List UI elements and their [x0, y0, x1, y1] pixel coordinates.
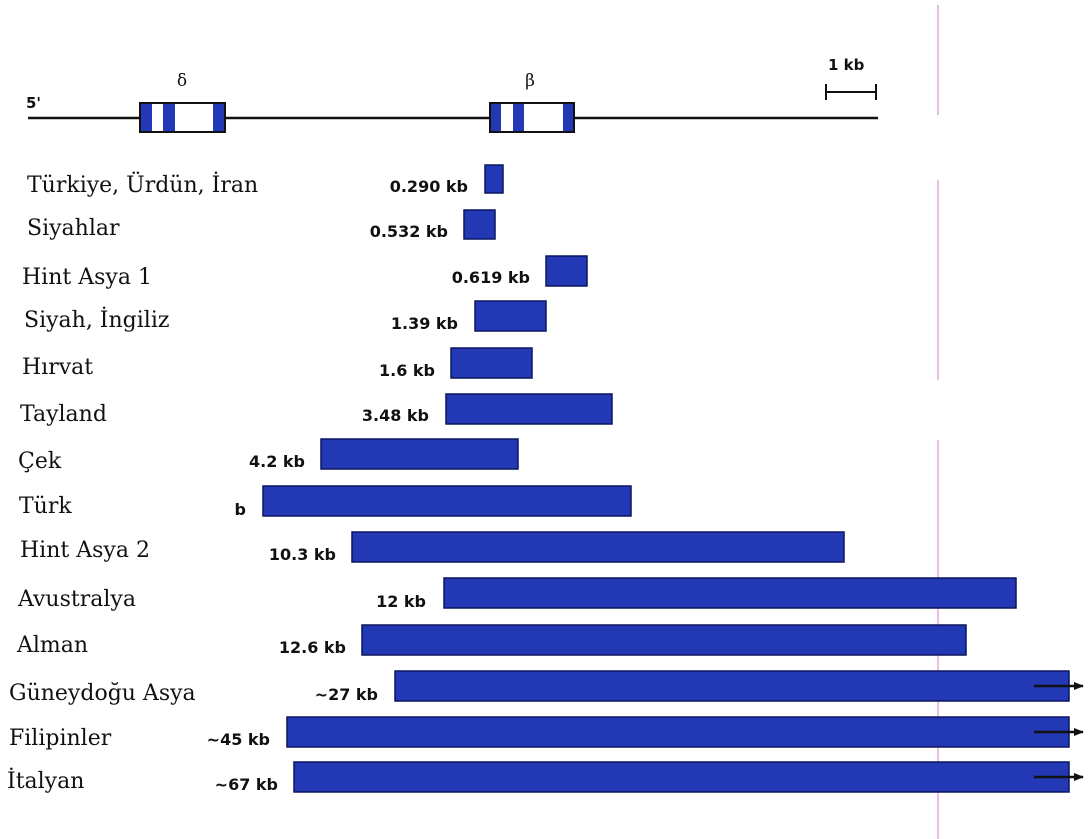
deletion-row: Filipinler ~45 kb	[9, 716, 1084, 751]
population-label: Avustralya	[17, 587, 136, 612]
population-label: Filipinler	[9, 726, 112, 751]
deletion-size-label: ~45 kb	[207, 730, 270, 749]
deletion-size-label: 1.39 kb	[391, 314, 458, 333]
deletion-row: İtalyan ~67 kb	[7, 761, 1084, 794]
population-label: Alman	[16, 633, 88, 658]
deletion-row: Siyah, İngiliz 1.39 kb	[24, 300, 547, 333]
beta-exon-1	[491, 104, 501, 131]
deletion-row: Türk b	[19, 485, 632, 519]
deletion-size-label: ~27 kb	[315, 685, 378, 704]
delta-exon-2	[163, 104, 175, 131]
deletion-bar	[445, 393, 613, 425]
population-label: Hırvat	[22, 355, 93, 380]
delta-exon-3	[213, 104, 224, 131]
gene-map: 5' δ β 1 kb	[26, 56, 878, 133]
deletion-row: Çek 4.2 kb	[18, 438, 519, 474]
deletion-bar	[463, 209, 496, 240]
population-label: İtalyan	[7, 767, 84, 794]
scale-bar: 1 kb	[825, 56, 877, 100]
deletions: Türkiye, Ürdün, İran 0.290 kb Siyahlar 0…	[7, 164, 1084, 794]
deletion-row: Siyahlar 0.532 kb	[27, 209, 496, 241]
deletion-row: Türkiye, Ürdün, İran 0.290 kb	[27, 164, 504, 198]
delta-gene-box	[139, 102, 226, 133]
population-label: Çek	[18, 449, 62, 474]
deletion-bar	[394, 670, 1070, 702]
deletion-bar	[474, 300, 547, 332]
population-label: Güneydoğu Asya	[9, 681, 196, 706]
beta-gene-box	[489, 102, 575, 133]
population-label: Hint Asya 2	[20, 538, 150, 563]
beta-exon-3	[563, 104, 573, 131]
deletion-size-label: 12.6 kb	[279, 638, 346, 657]
population-label: Türkiye, Ürdün, İran	[27, 171, 258, 198]
deletion-size-label: 0.532 kb	[370, 222, 448, 241]
deletion-bar	[262, 485, 632, 517]
deletion-bar	[450, 347, 533, 379]
deletion-bar	[286, 716, 1070, 748]
deletion-row: Tayland 3.48 kb	[20, 393, 613, 427]
population-label: Siyah, İngiliz	[24, 306, 169, 333]
population-label: Tayland	[20, 402, 107, 427]
beta-exon-2	[513, 104, 524, 131]
deletion-row: Hint Asya 1 0.619 kb	[22, 255, 588, 290]
deletion-size-label: 0.619 kb	[452, 268, 530, 287]
deletion-row: Alman 12.6 kb	[16, 624, 967, 658]
scale-bar-label: 1 kb	[828, 56, 865, 74]
delta-gene-label: δ	[177, 71, 187, 91]
deletion-size-label: 1.6 kb	[379, 361, 435, 380]
deletion-size-label: 10.3 kb	[269, 545, 336, 564]
beta-gene-label: β	[525, 71, 535, 91]
delta-exon-1	[141, 104, 152, 131]
deletion-size-label: 0.290 kb	[390, 177, 468, 196]
deletion-bar	[484, 164, 504, 194]
population-label: Siyahlar	[27, 216, 120, 241]
deletion-size-label: b	[235, 500, 246, 519]
beta-gene: β	[489, 71, 575, 133]
deletion-size-label: 12 kb	[376, 592, 426, 611]
deletion-row: Hint Asya 2 10.3 kb	[20, 531, 845, 564]
deletion-size-label: 3.48 kb	[362, 406, 429, 425]
deletion-bar	[361, 624, 967, 656]
deletion-size-label: 4.2 kb	[249, 452, 305, 471]
deletion-bar	[443, 577, 1017, 609]
delta-gene: δ	[139, 71, 226, 133]
deletion-size-label: ~67 kb	[215, 775, 278, 794]
deletion-bar	[351, 531, 845, 563]
deletion-row: Güneydoğu Asya ~27 kb	[9, 670, 1084, 706]
deletion-row: Hırvat 1.6 kb	[22, 347, 533, 380]
deletion-bar	[293, 761, 1070, 793]
deletion-bar	[320, 438, 519, 470]
population-label: Türk	[19, 494, 72, 519]
five-prime-label: 5'	[26, 94, 41, 112]
population-label: Hint Asya 1	[22, 265, 152, 290]
deletion-bar	[545, 255, 588, 287]
deletion-row: Avustralya 12 kb	[17, 577, 1017, 612]
